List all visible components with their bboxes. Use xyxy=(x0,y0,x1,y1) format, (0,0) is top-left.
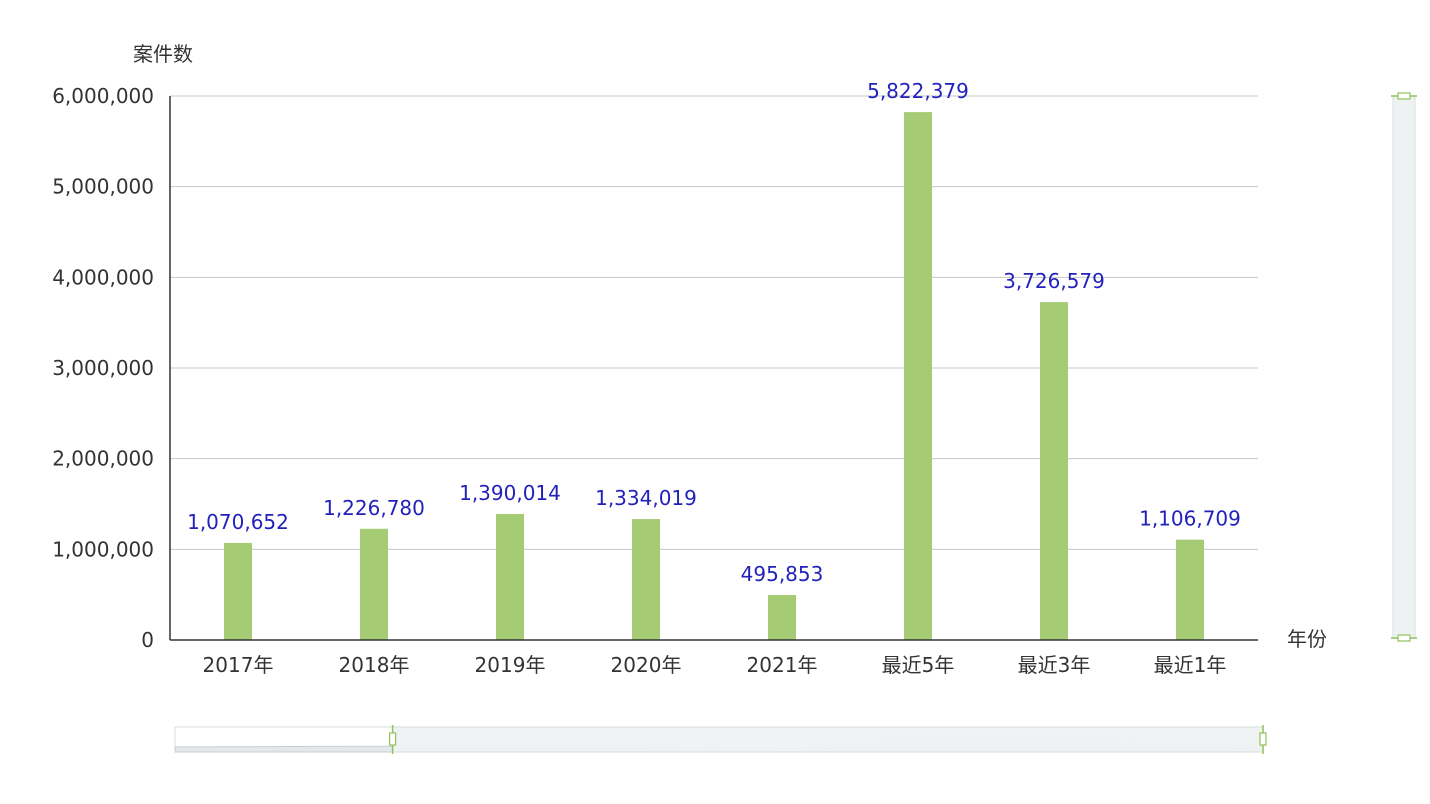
v-zoom-handle[interactable] xyxy=(1391,634,1417,642)
x-tick-label: 2020年 xyxy=(611,653,682,677)
bars xyxy=(224,112,1204,640)
x-axis-ticks: 2017年 2018年 2019年 2020年 2021年 最近5年 最近3年 最近1年 xyxy=(203,653,1227,677)
bar[interactable] xyxy=(1040,302,1068,640)
x-axis-title: 年份 xyxy=(1287,627,1327,651)
x-tick-label: 最近3年 xyxy=(1018,653,1091,677)
y-axis-ticks: 0 1,000,000 2,000,000 3,000,000 4,000,000 5,0… xyxy=(52,84,154,652)
grid-lines xyxy=(170,95,1258,550)
y-tick-label: 1,000,000 xyxy=(52,537,154,561)
y-tick-label: 5,000,000 xyxy=(52,175,154,199)
data-label: 495,853 xyxy=(741,562,824,586)
data-labels: 1,070,652 1,226,780 1,390,014 1,334,019 495,… xyxy=(187,79,1241,586)
bar[interactable] xyxy=(768,595,796,640)
x-tick-label: 2021年 xyxy=(747,653,818,677)
data-label: 1,390,014 xyxy=(459,481,561,505)
zoom-selected-range[interactable] xyxy=(392,726,1264,753)
y-tick-label: 4,000,000 xyxy=(52,265,154,289)
horizontal-zoom-slider[interactable] xyxy=(174,725,1267,754)
zoom-handle-grip[interactable] xyxy=(1259,732,1267,746)
bar[interactable] xyxy=(360,528,388,640)
v-zoom-handle-grip[interactable] xyxy=(1397,634,1411,642)
bar[interactable] xyxy=(1176,539,1204,640)
data-label: 1,334,019 xyxy=(595,486,697,510)
data-label: 3,726,579 xyxy=(1003,269,1105,293)
data-label: 1,226,780 xyxy=(323,496,425,520)
zoom-handle[interactable] xyxy=(389,725,397,754)
data-label: 1,106,709 xyxy=(1139,507,1241,531)
zoom-handle[interactable] xyxy=(1259,725,1267,754)
data-label: 5,822,379 xyxy=(867,79,969,103)
x-tick-label: 最近5年 xyxy=(882,653,955,677)
x-tick-label: 最近1年 xyxy=(1154,653,1227,677)
v-zoom-handle-grip[interactable] xyxy=(1397,92,1411,100)
bar[interactable] xyxy=(904,112,932,640)
v-zoom-selected-range[interactable] xyxy=(1392,95,1416,639)
vertical-zoom-slider[interactable] xyxy=(1391,92,1417,642)
y-tick-label: 3,000,000 xyxy=(52,356,154,380)
bar[interactable] xyxy=(224,542,252,640)
x-tick-label: 2018年 xyxy=(339,653,410,677)
zoom-handle-grip[interactable] xyxy=(389,732,397,746)
v-zoom-handle[interactable] xyxy=(1391,92,1417,100)
y-tick-label: 2,000,000 xyxy=(52,447,154,471)
y-tick-label: 6,000,000 xyxy=(52,84,154,108)
bar[interactable] xyxy=(632,519,660,640)
y-tick-label: 0 xyxy=(141,628,154,652)
x-tick-label: 2019年 xyxy=(475,653,546,677)
y-axis-title: 案件数 xyxy=(133,42,193,66)
data-label: 1,070,652 xyxy=(187,510,289,534)
x-tick-label: 2017年 xyxy=(203,653,274,677)
axes xyxy=(169,96,1258,641)
bar[interactable] xyxy=(496,513,524,640)
